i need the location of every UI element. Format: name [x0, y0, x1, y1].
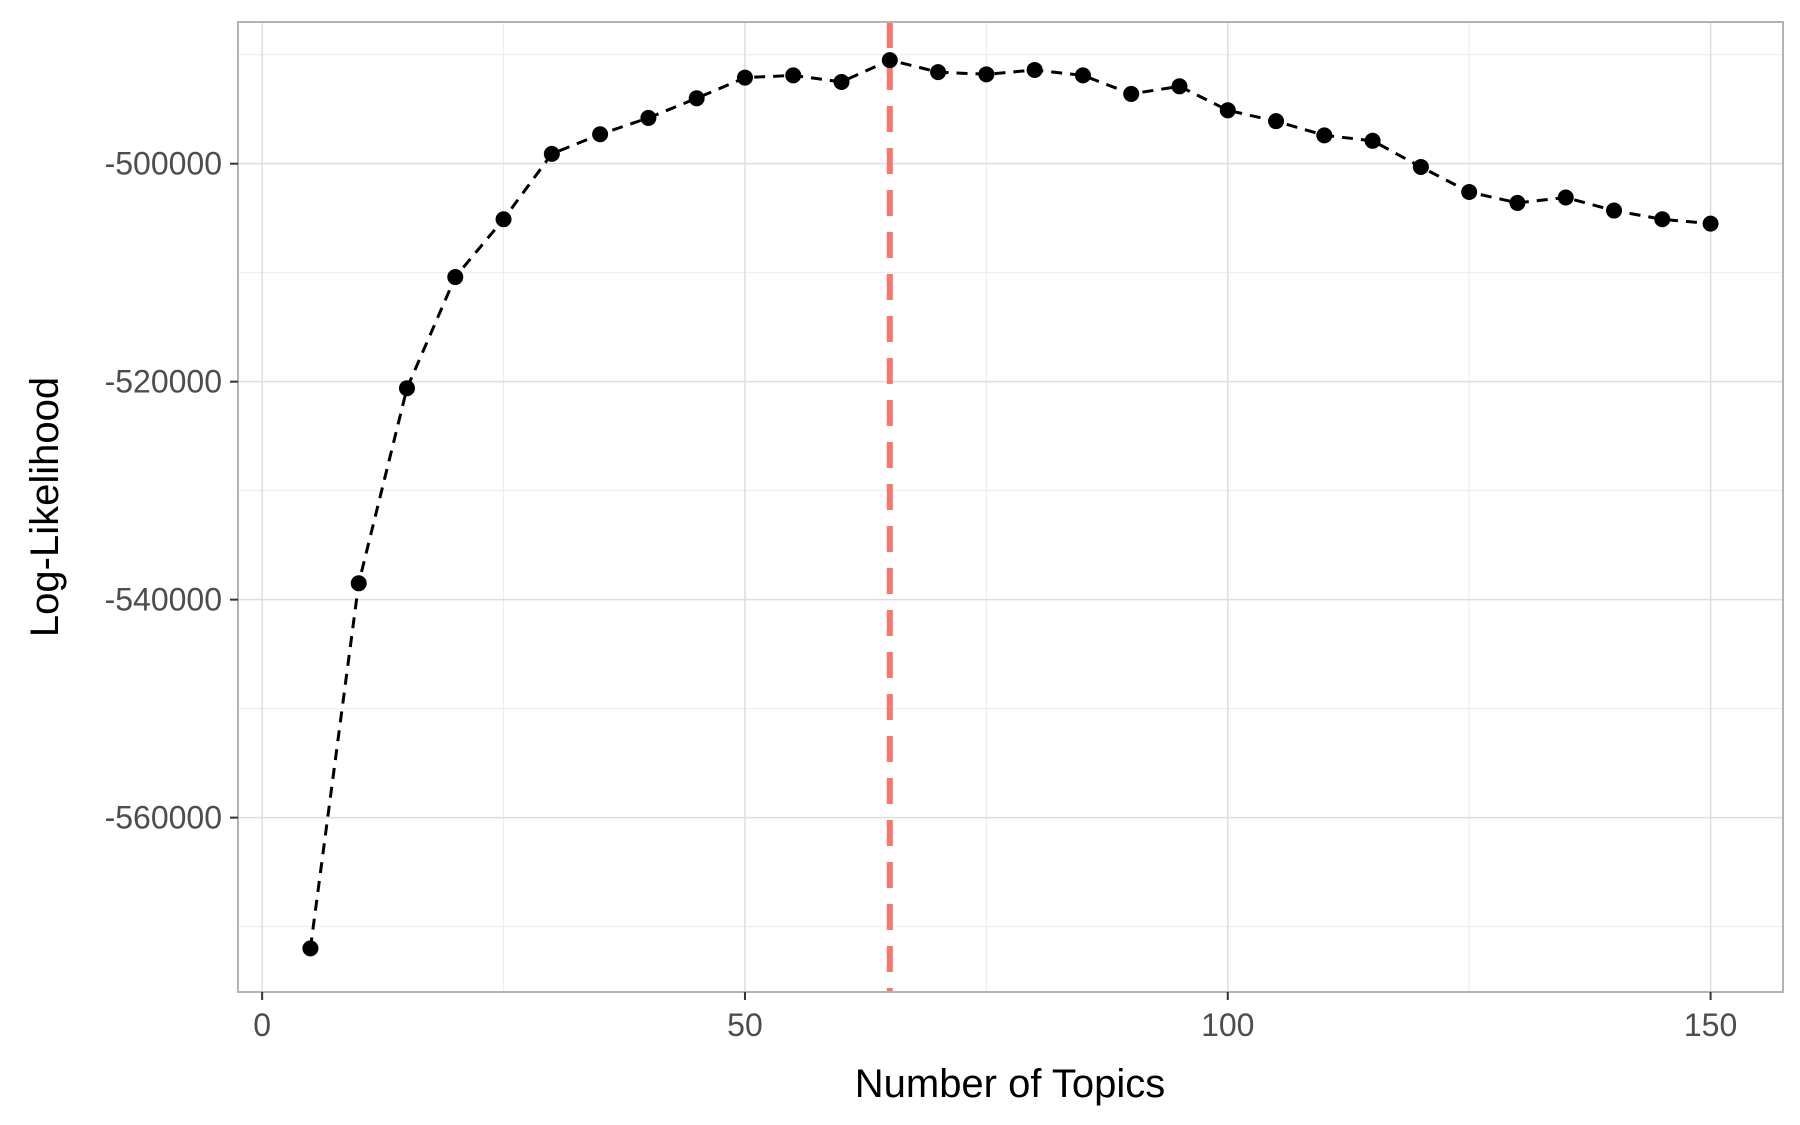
- data-point: [1364, 132, 1381, 149]
- data-points: [302, 52, 1719, 957]
- y-tick-label: -560000: [105, 800, 222, 836]
- minor-gridlines: [238, 22, 1783, 992]
- data-point: [447, 269, 464, 286]
- data-point: [881, 52, 898, 69]
- data-point: [1606, 202, 1623, 219]
- data-point: [495, 211, 512, 228]
- data-point: [1316, 127, 1333, 144]
- panel-background: [238, 22, 1783, 992]
- data-point: [1123, 85, 1140, 102]
- data-point: [1509, 194, 1526, 211]
- data-point: [1074, 67, 1091, 84]
- y-tick-label: -540000: [105, 582, 222, 618]
- x-tick-label: 100: [1201, 1007, 1254, 1043]
- data-point: [833, 73, 850, 90]
- data-point: [640, 109, 657, 126]
- data-point: [1268, 113, 1285, 130]
- y-tick-label: -500000: [105, 146, 222, 182]
- panel-border: [237, 21, 1784, 993]
- major-gridlines: [238, 22, 1783, 992]
- data-point: [1461, 184, 1478, 201]
- data-point: [398, 380, 415, 397]
- y-tick-label: -520000: [105, 364, 222, 400]
- data-point: [543, 145, 560, 162]
- data-point: [930, 64, 947, 81]
- data-point: [1026, 61, 1043, 78]
- data-point: [978, 66, 995, 83]
- x-tick-label: 50: [727, 1007, 763, 1043]
- data-point: [736, 69, 753, 86]
- y-axis-title: Log-Likelihood: [23, 377, 67, 637]
- data-point: [592, 126, 609, 143]
- data-point: [1702, 215, 1719, 232]
- data-point: [1654, 211, 1671, 228]
- x-axis-ticks: 0 50 100 150: [253, 992, 1737, 1043]
- x-tick-label: 150: [1684, 1007, 1737, 1043]
- data-point: [1171, 78, 1188, 95]
- data-point: [302, 940, 319, 957]
- data-point: [350, 575, 367, 592]
- data-point: [1412, 158, 1429, 175]
- data-point: [1219, 102, 1236, 119]
- y-axis-ticks: -560000 -540000 -520000 -500000: [105, 146, 238, 836]
- data-point: [785, 67, 802, 84]
- data-point: [1557, 189, 1574, 206]
- x-axis-title: Number of Topics: [855, 1062, 1166, 1106]
- data-point: [688, 90, 705, 107]
- x-tick-label: 0: [253, 1007, 271, 1043]
